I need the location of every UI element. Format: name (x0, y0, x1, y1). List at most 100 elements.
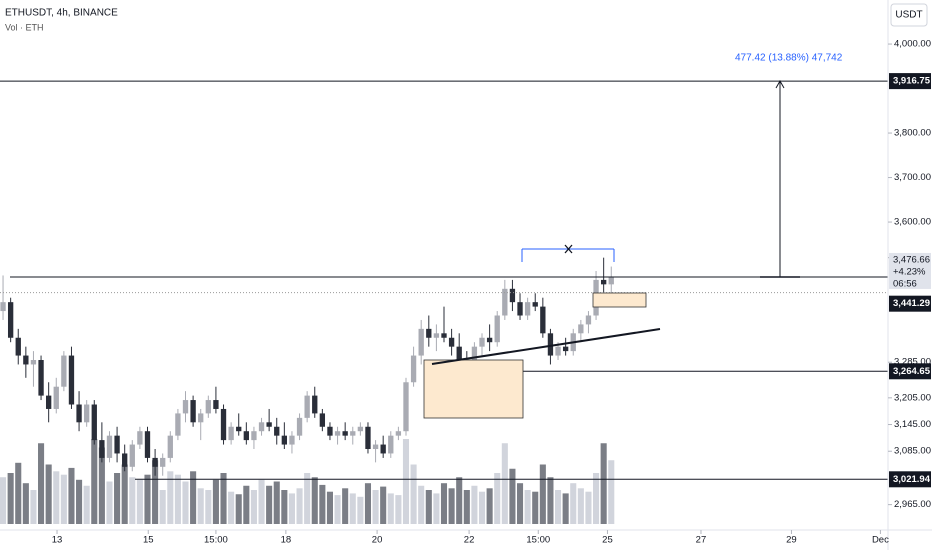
measure-label: 477.42 (13.88%) 47,742 (735, 53, 843, 64)
candle-body (456, 346, 462, 361)
volume-bar (136, 479, 143, 524)
volume-bar (478, 491, 486, 524)
candle-body (251, 431, 257, 441)
y-tick-label: 2,965.00 (894, 499, 931, 510)
candle-body (274, 426, 280, 436)
candle-body (129, 444, 135, 467)
volume-bar (577, 488, 584, 524)
candle-body (198, 413, 204, 423)
candle-body (289, 435, 295, 445)
candle-body (410, 355, 417, 383)
candle-body (258, 422, 265, 432)
candle-body (106, 435, 113, 458)
candle-body (266, 422, 272, 427)
last-price-label: 3,476.66 (893, 254, 930, 265)
volume-bar (501, 443, 508, 524)
last-price-change: +4.23% (893, 266, 926, 277)
level-label: 3,916.75 (893, 76, 931, 87)
last-price-bg (889, 252, 931, 289)
y-tick-label: 3,145.00 (894, 419, 931, 430)
candle-body (175, 413, 181, 436)
candle-body (61, 355, 67, 387)
y-tick-label: 3,700.00 (894, 172, 931, 183)
candle-body (7, 302, 14, 338)
y-tick-label: 3,205.00 (894, 392, 931, 403)
currency-button[interactable] (890, 3, 928, 27)
volume-bar (258, 479, 265, 524)
candle-body (418, 328, 424, 356)
y-tick-label: 3,600.00 (894, 217, 931, 228)
volume-bar (159, 490, 166, 524)
currency[interactable]: USDT (895, 10, 922, 21)
x-tick-label: 18 (281, 535, 292, 546)
candle-body (562, 346, 569, 352)
volume-bar (167, 471, 174, 524)
volume-bar (106, 481, 113, 524)
volume-bar (532, 491, 539, 524)
volume-bar (585, 491, 592, 524)
volume-bar (471, 485, 478, 524)
candle-body (91, 404, 97, 441)
candle-body (0, 302, 6, 312)
candle-body (304, 395, 310, 418)
volume-bar (372, 490, 379, 524)
candle-body (38, 360, 44, 396)
candle-body (532, 302, 538, 307)
volume-bar (304, 473, 311, 524)
level-label-bg (889, 363, 931, 380)
level-label: 3,264.65 (893, 366, 931, 377)
volume-bar (539, 464, 546, 524)
volume-bar (440, 483, 448, 524)
volume-bar (387, 493, 394, 524)
volume-bar (121, 464, 128, 524)
candle-body (312, 395, 318, 414)
last-price-countdown: 06:56 (893, 278, 917, 289)
volume-bar (197, 488, 204, 524)
candle-body (53, 386, 59, 409)
zone-box (423, 359, 524, 419)
volume-bar (547, 477, 554, 524)
candle-body (243, 431, 249, 441)
x-tick-label: 22 (464, 535, 475, 546)
candle-body (167, 435, 173, 458)
volume-bar (433, 493, 440, 524)
measure-arrow-head (775, 79, 785, 89)
volume-bar (593, 473, 600, 524)
volume-bar (364, 483, 372, 524)
level-label: 3,021.94 (893, 474, 931, 485)
candle-body (152, 457, 158, 467)
candle-body (357, 426, 364, 432)
candle-body (327, 426, 333, 436)
volume-bar (76, 479, 83, 524)
volume-bar (22, 483, 29, 524)
candle-body (99, 440, 105, 458)
volume-bar (326, 491, 333, 524)
volume-bar (509, 468, 516, 524)
candle-body (84, 404, 90, 423)
candle-body (524, 302, 531, 316)
x-tick-label: 15 (143, 535, 154, 546)
volume-bar (418, 485, 425, 524)
candle-body (334, 431, 341, 436)
volume-bar (349, 493, 356, 524)
volume-bar (38, 443, 45, 524)
candle-body (608, 276, 614, 285)
y-tick-label: 3,800.00 (894, 128, 931, 139)
candle-body (441, 333, 447, 338)
volume-bar (402, 439, 410, 524)
volume-bar (319, 484, 326, 524)
x-tick-label: Dec (872, 535, 889, 546)
volume-bar (53, 471, 60, 524)
candle-body (555, 346, 561, 356)
volume-bar (524, 490, 531, 524)
level-label-bg (889, 471, 931, 488)
volume-bar (608, 460, 615, 524)
volume-bar (182, 481, 189, 524)
candle-body (144, 431, 151, 458)
candle-body (395, 431, 402, 436)
candle-body (220, 408, 227, 441)
candle-body (122, 453, 128, 467)
level-label-bg (889, 295, 931, 312)
volume-bar (15, 462, 22, 524)
